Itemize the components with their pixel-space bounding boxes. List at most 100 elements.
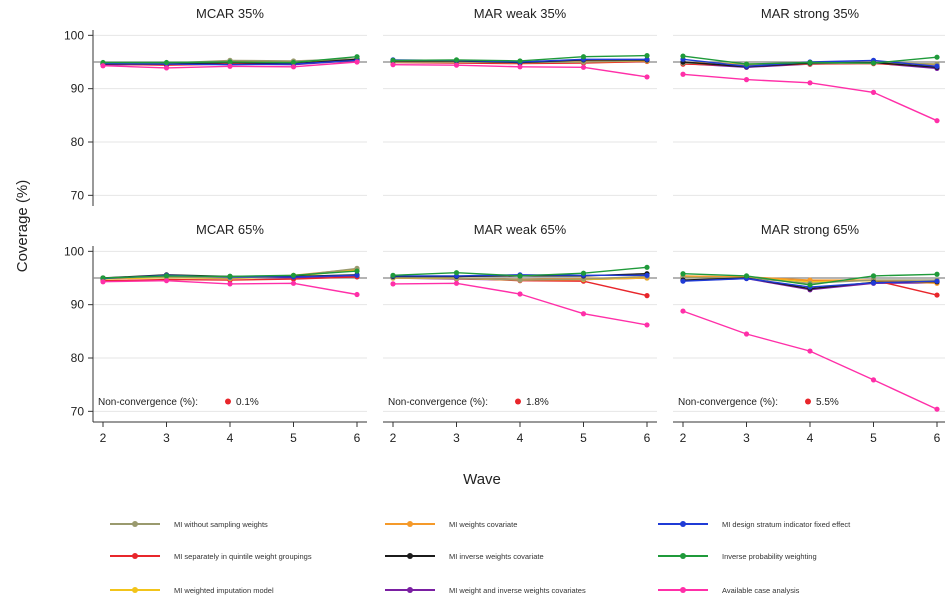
x-tick-label: 2 bbox=[390, 431, 397, 445]
legend-label: MI inverse weights covariate bbox=[449, 552, 544, 561]
panel-6: MAR strong 65% 2 3 4 5 6 Non-convergence (%): 5… bbox=[673, 222, 945, 445]
data-point bbox=[390, 281, 396, 287]
data-point bbox=[163, 59, 170, 66]
data-point bbox=[390, 57, 396, 64]
y-tick-label: 90 bbox=[71, 82, 85, 96]
x-tick-label: 4 bbox=[807, 431, 814, 445]
nonconvergence-label: Non-convergence (%): bbox=[388, 397, 488, 408]
x-tick-label: 5 bbox=[580, 431, 587, 445]
data-point bbox=[680, 271, 686, 277]
data-point bbox=[390, 62, 396, 68]
data-point bbox=[680, 278, 686, 284]
panel-4: MCAR 65% 70 80 90 100 2 3 4 5 6 Non-convergence (%… bbox=[64, 222, 367, 445]
data-point bbox=[453, 270, 460, 276]
x-tick-label: 3 bbox=[743, 431, 750, 445]
y-tick-label: 100 bbox=[64, 244, 84, 258]
legend-label: Available case analysis bbox=[722, 586, 800, 595]
data-point bbox=[580, 54, 587, 60]
panel-title: MCAR 65% bbox=[196, 222, 264, 237]
data-point bbox=[227, 59, 233, 65]
data-point bbox=[644, 56, 650, 62]
data-point bbox=[870, 377, 877, 383]
data-point bbox=[580, 64, 587, 70]
data-point bbox=[163, 273, 170, 279]
series-line bbox=[392, 282, 648, 326]
panel-title: MAR weak 35% bbox=[474, 6, 567, 21]
data-point bbox=[163, 65, 170, 71]
legend-marker bbox=[680, 521, 686, 527]
x-axis-title: Wave bbox=[463, 471, 501, 488]
data-point bbox=[644, 272, 650, 278]
y-tick-label: 70 bbox=[71, 188, 85, 202]
x-tick-label: 4 bbox=[517, 431, 524, 445]
y-axis-title: Coverage (%) bbox=[14, 180, 31, 273]
data-point bbox=[453, 57, 460, 63]
nonconvergence-marker bbox=[805, 398, 811, 405]
data-point bbox=[743, 77, 750, 83]
legend-marker bbox=[680, 553, 686, 559]
data-point bbox=[680, 71, 686, 77]
legend-marker bbox=[132, 553, 138, 559]
data-point bbox=[290, 280, 297, 286]
data-point bbox=[517, 64, 523, 70]
data-point bbox=[290, 272, 297, 278]
legend-label: MI weight and inverse weights covariates bbox=[449, 586, 586, 595]
data-point bbox=[580, 270, 587, 276]
nonconvergence-marker bbox=[515, 398, 521, 405]
data-point bbox=[453, 62, 460, 68]
x-tick-label: 5 bbox=[290, 431, 297, 445]
legend-item: MI design stratum indicator fixed effect bbox=[658, 520, 851, 529]
data-point bbox=[870, 60, 877, 66]
nonconvergence-value: 5.5% bbox=[816, 397, 839, 408]
data-point bbox=[870, 273, 877, 279]
nonconvergence-value: 1.8% bbox=[526, 397, 549, 408]
data-point bbox=[680, 53, 686, 59]
y-tick-label: 80 bbox=[71, 351, 85, 365]
x-tick-label: 6 bbox=[934, 431, 941, 445]
data-point bbox=[354, 268, 360, 274]
panel-1: MCAR 35% 70 80 90 100 bbox=[64, 6, 367, 206]
data-point bbox=[517, 58, 523, 64]
x-tick-label: 3 bbox=[453, 431, 460, 445]
nonconvergence-label: Non-convergence (%): bbox=[678, 397, 778, 408]
nonconvergence-value: 0.1% bbox=[236, 397, 259, 408]
data-point bbox=[644, 322, 650, 328]
x-tick-label: 6 bbox=[354, 431, 361, 445]
data-point bbox=[644, 264, 650, 270]
legend-item: MI without sampling weights bbox=[110, 520, 268, 529]
legend-label: MI design stratum indicator fixed effect bbox=[722, 520, 851, 529]
y-tick-label: 70 bbox=[71, 404, 85, 418]
legend-label: MI without sampling weights bbox=[174, 520, 268, 529]
legend-item: Inverse probability weighting bbox=[658, 552, 817, 561]
legend-label: MI weights covariate bbox=[449, 520, 517, 529]
x-tick-label: 4 bbox=[227, 431, 234, 445]
panel-3: MAR strong 35% bbox=[673, 6, 945, 196]
data-point bbox=[354, 54, 360, 60]
data-point bbox=[227, 273, 233, 279]
data-point bbox=[743, 331, 750, 337]
legend-label: MI weighted imputation model bbox=[174, 586, 274, 595]
data-point bbox=[870, 89, 877, 95]
data-point bbox=[743, 273, 750, 279]
x-tick-label: 5 bbox=[870, 431, 877, 445]
data-point bbox=[517, 277, 523, 283]
x-tick-label: 2 bbox=[680, 431, 687, 445]
nonconvergence-label: Non-convergence (%): bbox=[98, 397, 198, 408]
data-point bbox=[870, 280, 877, 286]
data-point bbox=[390, 272, 396, 278]
panel-title: MAR weak 65% bbox=[474, 222, 567, 237]
data-point bbox=[100, 279, 106, 285]
data-point bbox=[644, 74, 650, 80]
legend-marker bbox=[407, 587, 413, 593]
data-point bbox=[743, 61, 750, 67]
legend-item: MI separately in quintile weight groupin… bbox=[110, 552, 312, 561]
data-point bbox=[163, 278, 170, 284]
data-point bbox=[934, 278, 940, 284]
x-tick-label: 3 bbox=[163, 431, 170, 445]
data-point bbox=[354, 291, 360, 298]
legend-label: MI separately in quintile weight groupin… bbox=[174, 552, 312, 561]
data-point bbox=[354, 59, 360, 65]
legend-marker bbox=[407, 553, 413, 559]
panel-title: MAR strong 65% bbox=[761, 222, 860, 237]
